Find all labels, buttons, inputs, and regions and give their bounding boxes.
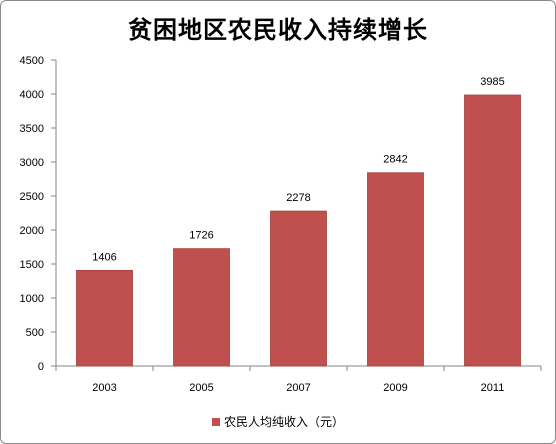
y-tick-label: 2500 (20, 191, 44, 203)
x-tick-label-2009: 2009 (383, 382, 407, 394)
y-tick-label: 4000 (20, 89, 44, 101)
legend: 农民人均纯收入（元） (0, 413, 556, 430)
data-label-2011: 3985 (480, 76, 504, 88)
x-tick-label-2011: 2011 (481, 382, 505, 394)
y-tick-label: 0 (38, 361, 44, 373)
y-tick-label: 1500 (20, 259, 44, 271)
x-tick-label-2003: 2003 (92, 382, 116, 394)
bar-2009 (367, 172, 424, 367)
chart-title: 贫困地区农民收入持续增长 (128, 15, 428, 44)
y-tick-label: 1000 (20, 293, 44, 305)
bar-2011 (464, 94, 521, 367)
data-label-2007: 2278 (286, 192, 310, 204)
x-axis: 2003 2005 2007 2009 2011 (55, 365, 542, 394)
x-tick-label-2007: 2007 (286, 382, 310, 394)
data-label-2009: 2842 (383, 154, 407, 166)
bar-2003 (76, 269, 133, 367)
data-labels: 1406 1726 2278 2842 3985 (92, 76, 504, 263)
bar-chart: 0 500 1000 1500 2000 2500 3000 3500 4000 4500 200… (20, 55, 542, 394)
y-tick-label: 3500 (20, 123, 44, 135)
bar-2007 (270, 210, 327, 367)
y-tick-label: 500 (26, 327, 44, 339)
y-tick-label: 3000 (20, 157, 44, 169)
y-tick-label: 2000 (20, 225, 44, 237)
y-axis: 0 500 1000 1500 2000 2500 3000 3500 4000 4500 (20, 55, 57, 373)
y-tick-label: 4500 (20, 55, 44, 67)
bar-2005 (173, 248, 230, 367)
data-label-2005: 1726 (189, 230, 213, 242)
data-label-2003: 1406 (92, 251, 116, 263)
x-tick-label-2005: 2005 (189, 382, 213, 394)
legend-swatch (211, 417, 220, 426)
bars (76, 94, 521, 367)
legend-label: 农民人均纯收入（元） (223, 415, 344, 429)
